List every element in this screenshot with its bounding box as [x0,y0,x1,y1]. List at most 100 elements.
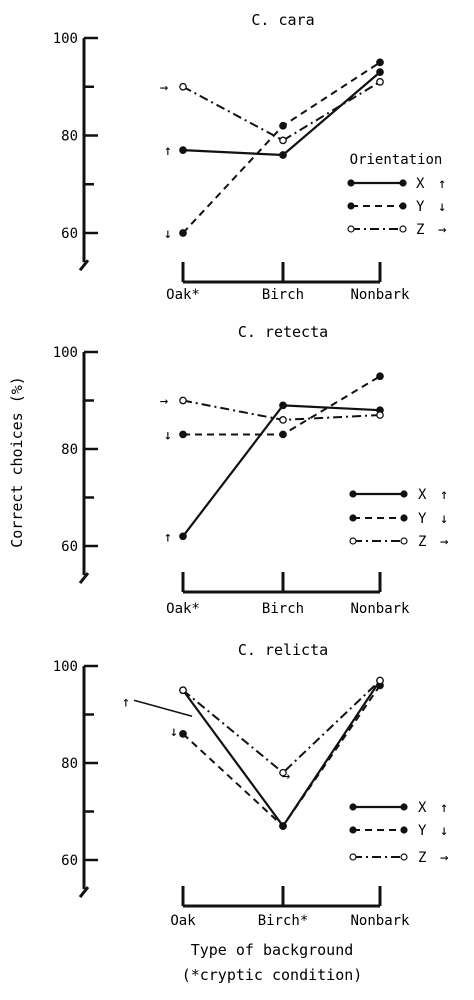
chart-title: C. cara [251,11,314,29]
data-point-z [376,78,384,86]
legend-orientation-arrow: ↑ [438,176,446,192]
x-tick-label: Oak* [166,287,200,303]
legend-label-y: Y [418,511,427,527]
series-line-z [182,81,381,142]
legend-orientation-arrow: → [438,222,446,238]
data-point-y [279,430,287,439]
legend-title: Orientation [350,152,443,168]
legend-label-z: Z [418,534,426,550]
data-point-z [179,686,187,695]
legend-orientation-arrow: ↑ [440,800,448,816]
legend-label-y: Y [418,823,427,839]
axis-break-mark [78,886,90,899]
legend-marker-x [400,490,408,498]
data-point-y [179,430,187,439]
data-point-z [179,82,187,91]
legend-label-x: X [416,176,425,192]
legend-orientation-arrow: ↓ [440,511,448,527]
x-tick-label: Nonbark [350,913,410,929]
x-axis-title: Type of background [191,941,354,959]
orientation-arrow-z: → [160,80,168,96]
legend-orientation-arrow: ↑ [440,487,448,503]
orientation-arrow-y: ↓ [170,724,178,740]
legend-marker-z [400,537,408,545]
orientation-arrow-x: ↑ [164,143,172,159]
series-line-x [182,679,381,828]
legend-orientation-arrow: ↓ [440,823,448,839]
data-point-x [279,151,287,159]
orientation-arrow-y: ↓ [164,427,172,443]
series-line-z [182,679,381,775]
orientation-arrow-y: ↓ [164,226,172,242]
chart-panel-3: C. relicta 60 80 100 Oak Birch* Nonbark X ↑ Y ↓ Z → ↑… [53,641,449,929]
data-point-x [376,68,384,76]
axis-break-mark [78,259,90,272]
legend-marker-z [349,537,357,545]
pointer-line [133,699,193,717]
data-point-z [279,136,287,145]
data-point-y [376,372,384,381]
data-point-z [376,676,384,685]
y-tick-label: 100 [53,659,78,675]
data-point-y [279,822,287,830]
data-point-x [179,146,187,154]
legend-marker-y [349,826,357,834]
x-tick-label: Nonbark [350,287,410,303]
legend-marker-y [349,514,357,522]
y-axis-title: Correct choices (%) [8,376,26,548]
y-tick-label: 80 [61,129,78,145]
legend-orientation-arrow: → [440,850,448,866]
legend-orientation-arrow: → [440,534,448,550]
legend-label-x: X [418,487,427,503]
legend-marker-z [349,853,357,861]
chart-panel-1: C. cara 60 80 100 Oak* Birch Nonbark Orientatio… [53,11,447,303]
x-tick-label: Birch [262,601,304,617]
legend-label-x: X [418,800,427,816]
legend-marker-x [399,179,407,187]
x-tick-label: Oak* [166,601,200,617]
orientation-arrow-z: → [160,394,168,410]
axis-break-mark [78,572,90,585]
x-tick-label: Birch [262,287,304,303]
legend-marker-y [400,514,408,522]
legend-marker-z [400,853,408,861]
legend-marker-x [349,803,357,811]
legend-marker-y [399,202,407,210]
legend-marker-y [400,826,408,834]
legend-label-z: Z [418,850,426,866]
legend-marker-x [347,179,355,187]
data-point-z [179,396,187,405]
legend-marker-x [400,803,408,811]
orientation-arrow-z: → [282,769,290,785]
data-point-y [179,730,187,738]
chart-title: C. retecta [238,323,328,341]
x-tick-label: Oak [170,913,196,929]
chart-panel-2: C. retecta 60 80 100 Oak* Birch Nonbark X ↑ Y ↓ Z → ↑… [53,323,449,617]
legend-label-z: Z [416,222,424,238]
legend-label-y: Y [416,199,425,215]
y-tick-label: 60 [61,226,78,242]
orientation-arrow-x: ↑ [122,694,130,710]
orientation-arrow-x: ↑ [164,529,172,545]
data-point-y [376,58,384,67]
data-point-z [279,768,287,777]
data-point-y [179,229,187,237]
y-tick-label: 80 [61,756,78,772]
x-tick-label: Nonbark [350,601,410,617]
y-tick-label: 80 [61,442,78,458]
y-tick-label: 100 [53,345,78,361]
data-point-x [179,532,187,541]
data-point-y [279,121,287,130]
y-tick-label: 60 [61,539,78,555]
y-tick-label: 60 [61,853,78,869]
chart-title: C. relicta [238,641,328,659]
data-point-z [279,416,287,424]
data-point-z [376,411,384,419]
legend-marker-x [349,490,357,498]
x-tick-label: Birch* [258,913,309,929]
legend-orientation-arrow: ↓ [438,199,446,215]
data-point-x [279,401,287,410]
legend-marker-z [347,225,355,233]
y-tick-label: 100 [53,31,78,47]
